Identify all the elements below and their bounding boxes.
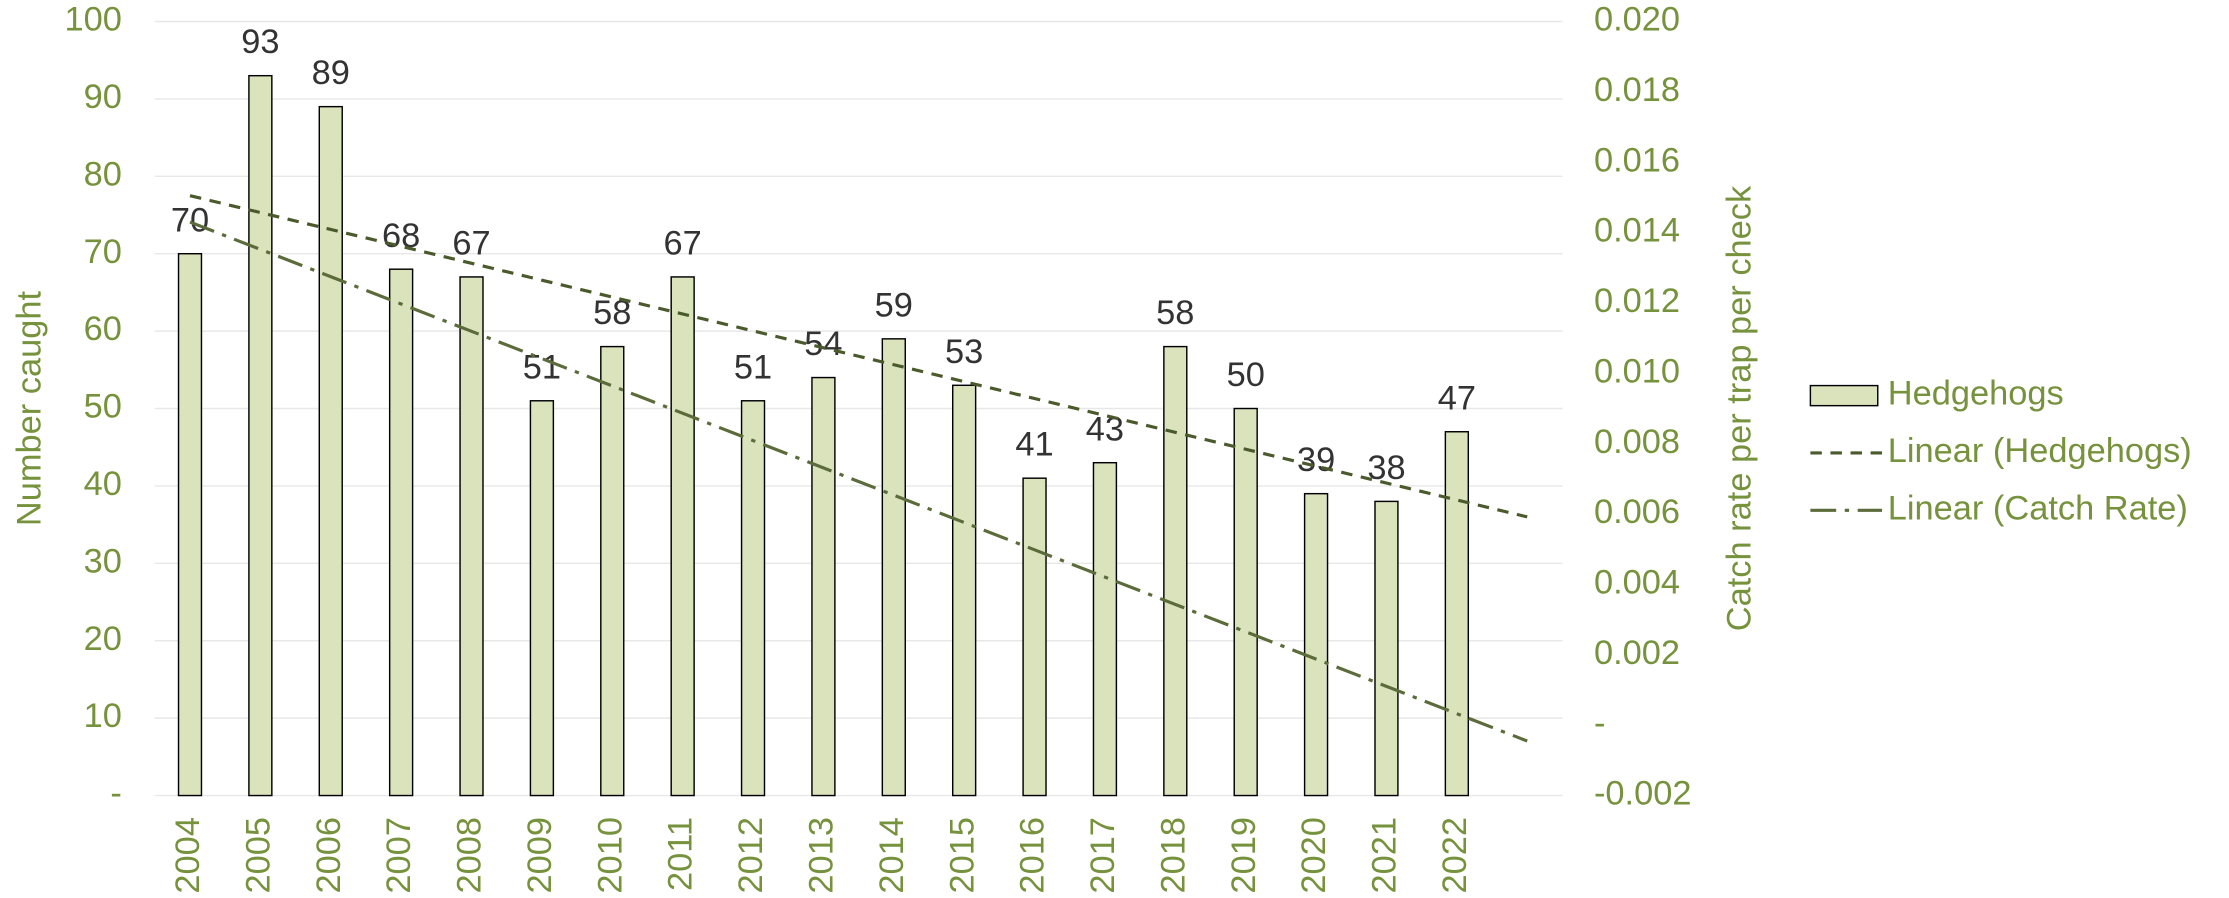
data-label: 47 <box>1438 379 1476 417</box>
x-tick-label: 2004 <box>169 817 207 894</box>
data-label: 39 <box>1297 441 1335 479</box>
bar <box>1444 431 1470 797</box>
data-label: 53 <box>945 333 983 371</box>
data-label: 50 <box>1227 356 1265 394</box>
y2-tick-label: 0.002 <box>1594 634 1680 672</box>
trend-line <box>189 194 1528 519</box>
bar <box>1374 500 1399 797</box>
y-tick-label: 70 <box>84 233 122 271</box>
bar <box>248 74 273 797</box>
y2-tick-label: 0.016 <box>1594 141 1680 179</box>
x-tick-label: 2016 <box>1014 817 1052 894</box>
data-label: 67 <box>664 224 702 262</box>
y-tick-label: 90 <box>84 78 122 116</box>
y2-tick-label: 0.014 <box>1594 212 1680 250</box>
x-tick-label: 2017 <box>1084 817 1122 894</box>
data-label: 51 <box>523 348 561 386</box>
x-tick-label: 2018 <box>1154 817 1192 894</box>
x-tick-label: 2011 <box>662 817 700 891</box>
x-tick-label: 2006 <box>310 817 348 894</box>
y-tick-label: - <box>110 775 121 813</box>
bar <box>318 105 343 797</box>
x-tick-label: 2019 <box>1225 817 1263 894</box>
y2-tick-label: 0.010 <box>1594 352 1680 390</box>
y-tick-label: 50 <box>84 388 122 426</box>
data-label: 59 <box>875 286 913 324</box>
data-label: 43 <box>1086 410 1124 448</box>
legend-label: Hedgehogs <box>1888 375 2064 413</box>
y-tick-label: 60 <box>84 310 122 348</box>
y2-axis-title: Catch rate per trap per check <box>1721 185 1759 631</box>
plot-area: Number caught Catch rate per trap per ch… <box>11 1 2192 894</box>
data-label: 58 <box>1156 294 1194 332</box>
x-tick-label: 2009 <box>521 817 559 894</box>
data-label: 38 <box>1367 449 1405 487</box>
bar <box>740 400 766 797</box>
y2-tick-label: 0.006 <box>1594 493 1680 531</box>
y-tick-label: 80 <box>84 155 122 193</box>
y-tick-label: 100 <box>64 1 121 39</box>
data-label: 41 <box>1015 426 1053 464</box>
trend-line <box>189 220 1528 743</box>
y2-tick-label: 0.008 <box>1594 423 1680 461</box>
bar <box>177 252 203 797</box>
x-tick-label: 2022 <box>1436 817 1474 894</box>
bar <box>811 376 836 797</box>
bar <box>529 400 555 797</box>
y-tick-label: 10 <box>84 697 122 735</box>
data-label: 54 <box>804 325 842 363</box>
y2-tick-label: -0.002 <box>1594 775 1692 813</box>
x-tick-label: 2021 <box>1366 817 1404 894</box>
legend-label: Linear (Hedgehogs) <box>1888 432 2192 470</box>
y-tick-label: 20 <box>84 620 122 658</box>
data-label: 70 <box>171 201 209 239</box>
x-tick-label: 2020 <box>1295 817 1333 894</box>
bar <box>1233 407 1258 797</box>
bar <box>670 276 695 797</box>
bar <box>1163 345 1188 797</box>
bar <box>951 384 977 797</box>
x-tick-label: 2010 <box>591 817 629 894</box>
y-tick-label: 30 <box>84 542 122 580</box>
x-tick-label: 2008 <box>451 817 489 894</box>
data-label: 51 <box>734 348 772 386</box>
x-tick-label: 2005 <box>239 817 277 894</box>
y2-tick-label: 0.020 <box>1594 1 1680 39</box>
data-label: 93 <box>241 23 279 61</box>
data-label: 89 <box>312 54 350 92</box>
data-label: 67 <box>452 224 490 262</box>
x-tick-label: 2013 <box>803 817 841 894</box>
bar <box>600 345 625 797</box>
x-tick-label: 2014 <box>873 817 911 894</box>
y2-tick-label: - <box>1594 704 1605 742</box>
x-tick-label: 2012 <box>732 817 770 894</box>
bar <box>1092 461 1118 797</box>
x-tick-label: 2007 <box>380 817 418 894</box>
x-tick-label: 2015 <box>943 817 981 894</box>
bar <box>881 338 906 797</box>
y-tick-label: 40 <box>84 465 122 503</box>
legend-swatch <box>1809 384 1879 407</box>
legend-label: Linear (Catch Rate) <box>1888 489 2188 527</box>
y2-tick-label: 0.018 <box>1594 71 1680 109</box>
bar <box>1022 477 1047 797</box>
bar <box>388 268 414 797</box>
y2-tick-label: 0.004 <box>1594 564 1680 602</box>
y-axis-title: Number caught <box>11 291 49 527</box>
bar <box>459 276 484 797</box>
y2-tick-label: 0.012 <box>1594 282 1680 320</box>
bar <box>1303 492 1329 797</box>
